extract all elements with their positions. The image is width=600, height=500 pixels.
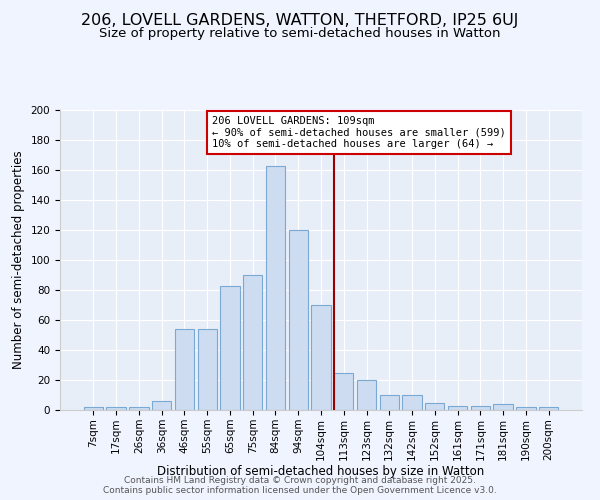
Bar [129,407,149,410]
Bar [493,404,513,410]
Bar [470,406,490,410]
Bar [334,372,353,410]
Bar [539,407,558,410]
Bar [266,166,285,410]
Text: 206, LOVELL GARDENS, WATTON, THETFORD, IP25 6UJ: 206, LOVELL GARDENS, WATTON, THETFORD, I… [82,12,518,28]
Bar [403,395,422,410]
Bar [289,230,308,410]
Y-axis label: Number of semi-detached properties: Number of semi-detached properties [12,150,25,370]
Bar [152,401,172,410]
Bar [425,402,445,410]
Text: Contains HM Land Registry data © Crown copyright and database right 2025.: Contains HM Land Registry data © Crown c… [124,476,476,485]
Text: 206 LOVELL GARDENS: 109sqm
← 90% of semi-detached houses are smaller (599)
10% o: 206 LOVELL GARDENS: 109sqm ← 90% of semi… [212,116,506,149]
Bar [84,407,103,410]
X-axis label: Distribution of semi-detached houses by size in Watton: Distribution of semi-detached houses by … [157,466,485,478]
Bar [175,329,194,410]
Bar [516,407,536,410]
Bar [220,286,239,410]
Text: Contains public sector information licensed under the Open Government Licence v3: Contains public sector information licen… [103,486,497,495]
Bar [311,305,331,410]
Bar [106,407,126,410]
Bar [448,406,467,410]
Text: Size of property relative to semi-detached houses in Watton: Size of property relative to semi-detach… [99,28,501,40]
Bar [380,395,399,410]
Bar [357,380,376,410]
Bar [243,275,262,410]
Bar [197,329,217,410]
